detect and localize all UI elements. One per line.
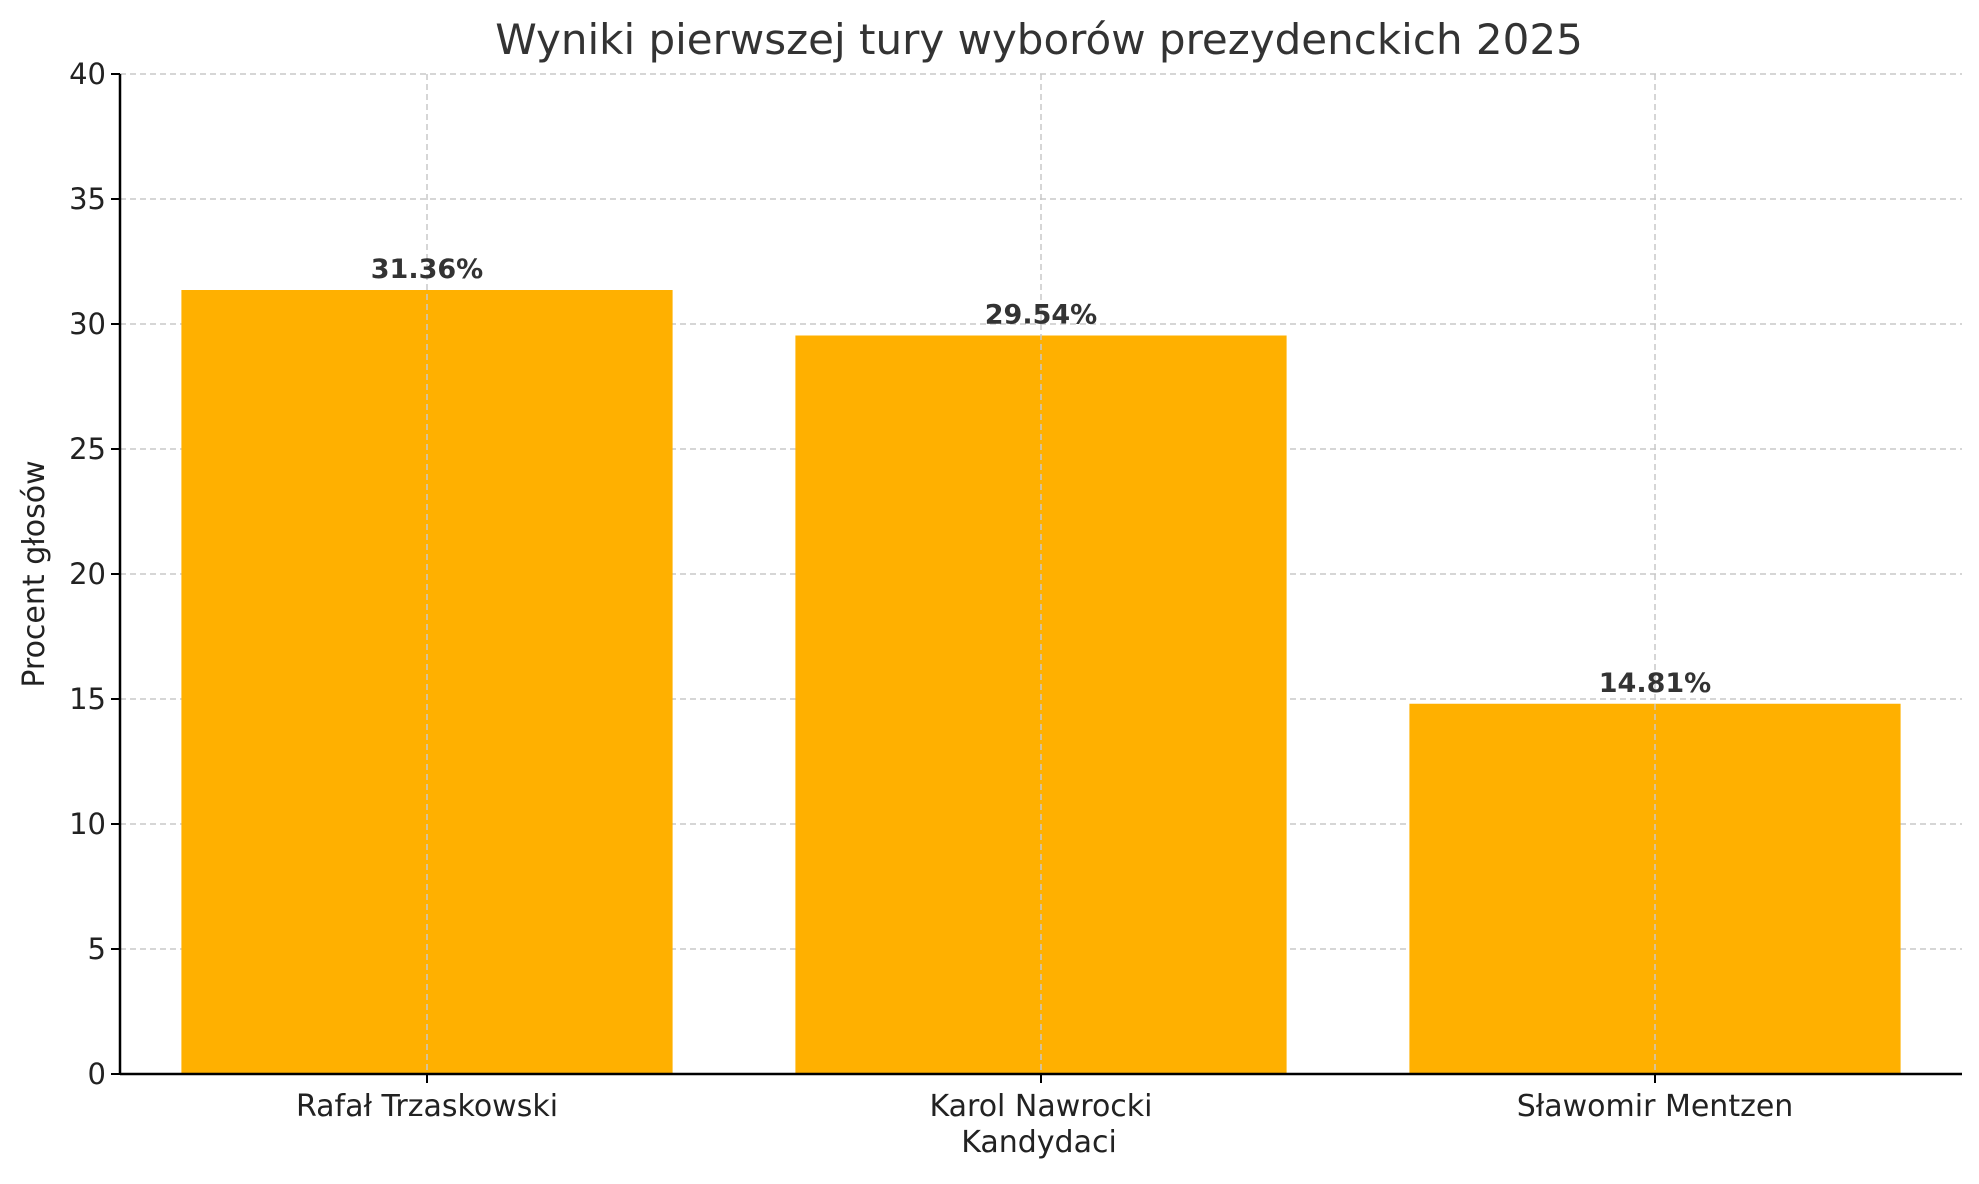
y-axis-label: Procent głosów bbox=[17, 460, 52, 687]
y-tick-label: 40 bbox=[69, 57, 106, 91]
x-tick-label: Sławomir Mentzen bbox=[1517, 1089, 1794, 1124]
y-tick-label: 35 bbox=[69, 182, 106, 216]
data-label: 31.36% bbox=[371, 254, 483, 285]
chart-title: Wyniki pierwszej tury wyborów prezydenck… bbox=[495, 15, 1583, 64]
vertical-grid-layer bbox=[426, 74, 1656, 1074]
y-tick-label: 25 bbox=[69, 432, 106, 466]
y-tick-label: 10 bbox=[69, 807, 106, 841]
bar bbox=[181, 290, 673, 1074]
y-tick-label: 15 bbox=[69, 682, 106, 716]
y-tick-label: 5 bbox=[88, 932, 106, 966]
x-tick-label: Karol Nawrocki bbox=[929, 1089, 1152, 1124]
y-tick-label: 30 bbox=[69, 307, 106, 341]
data-label: 14.81% bbox=[1599, 668, 1711, 699]
x-tick-label: Rafał Trzaskowski bbox=[296, 1089, 558, 1124]
y-tick-label: 20 bbox=[69, 557, 106, 591]
axes-layer: 0 5 10 15 20 25 30 35 40 bbox=[69, 57, 1962, 1091]
data-label: 29.54% bbox=[985, 300, 1097, 331]
labels-layer: Rafał Trzaskowski 31.36% Karol Nawrocki 29.… bbox=[296, 254, 1793, 1124]
y-tick-label: 0 bbox=[88, 1057, 106, 1091]
x-axis-label: Kandydaci bbox=[961, 1125, 1117, 1160]
